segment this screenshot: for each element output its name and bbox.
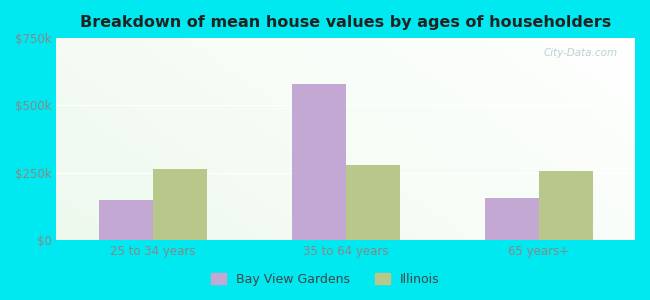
Title: Breakdown of mean house values by ages of householders: Breakdown of mean house values by ages o… [80, 15, 612, 30]
Bar [346, 165, 400, 240]
Text: City-Data.com: City-Data.com [543, 48, 618, 58]
Bar [539, 171, 593, 240]
Bar [292, 84, 346, 240]
Bar [153, 169, 207, 240]
Bar [99, 200, 153, 240]
Legend: Bay View Gardens, Illinois: Bay View Gardens, Illinois [205, 268, 445, 291]
Bar [485, 198, 539, 240]
